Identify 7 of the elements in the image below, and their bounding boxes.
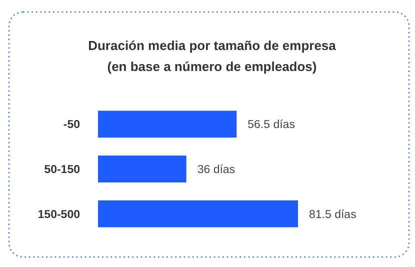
y-tick-label: 50-150 [44, 164, 80, 176]
chart-title: Duración media por tamaño de empresa (en base a número de empleados) [88, 38, 337, 74]
y-tick-label: -50 [63, 119, 80, 132]
y-tick-label: 150-500 [38, 208, 80, 221]
data-label: 36 días [197, 164, 236, 176]
data-label: 56.5 días [248, 119, 296, 132]
data-label: 81.5 días [309, 208, 357, 221]
